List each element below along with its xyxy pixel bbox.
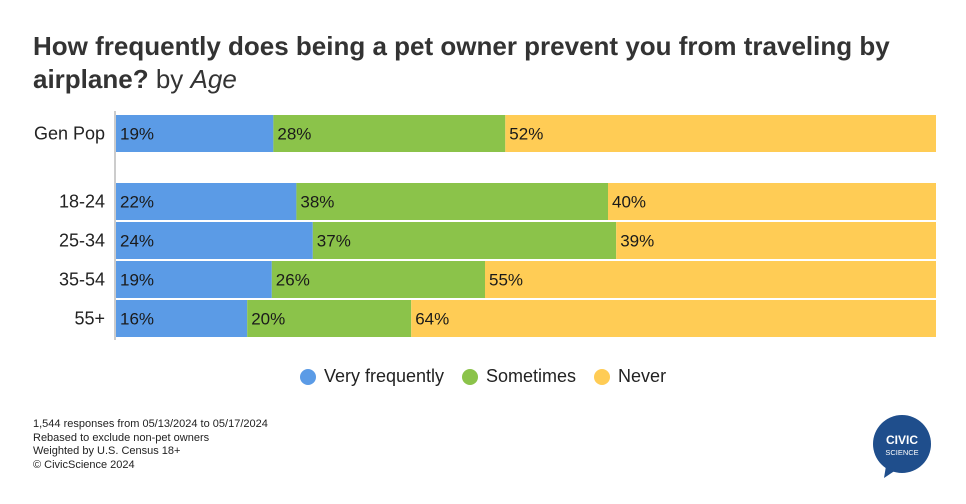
title-by: by — [155, 64, 184, 94]
data-label: 39% — [620, 232, 654, 251]
bar-gen-pop-never — [505, 115, 936, 152]
data-label: 55% — [489, 271, 523, 290]
data-label: 20% — [251, 310, 285, 329]
bar-55+-sometimes — [247, 300, 412, 337]
data-label: 19% — [120, 125, 154, 144]
legend-swatch — [299, 368, 316, 385]
footnotes: 1,544 responses from 05/13/2024 to 05/17… — [33, 418, 268, 472]
data-label: 28% — [277, 125, 311, 144]
footnote-responses: 1,544 responses from 05/13/2024 to 05/17… — [33, 418, 268, 430]
bar-18-24-sometimes — [296, 183, 608, 220]
footnote-copyright: © CivicScience 2024 — [33, 458, 135, 471]
bar-35-54-sometimes — [271, 261, 485, 298]
bar-18-24-very-frequently — [116, 183, 297, 220]
bar-gen-pop-sometimes — [273, 115, 506, 152]
data-label: 37% — [317, 232, 351, 251]
bar-25-34-never — [616, 222, 936, 259]
bar-55+-very-frequently — [116, 300, 248, 337]
data-label: 22% — [120, 193, 154, 212]
data-label: 24% — [120, 232, 154, 251]
stacked-bar-chart: 19% 28% 52% Gen Pop 22% 38% 40% 18-24 24% 37% 39% 2… — [34, 111, 936, 340]
legend-item-never: Never — [594, 366, 666, 387]
civicscience-logo: CIVIC SCIENCE — [873, 415, 931, 478]
bar-25-34-very-frequently — [116, 222, 313, 259]
legend-label: Never — [618, 366, 667, 386]
data-label: 52% — [509, 125, 543, 144]
bar-gen-pop-very-frequently — [116, 115, 274, 152]
category-label: 35-54 — [59, 270, 105, 290]
footnote-rebased: Rebased to exclude non-pet owners — [33, 431, 210, 444]
bar-35-54-never — [485, 261, 936, 298]
title-dimension: Age — [190, 64, 237, 94]
data-label: 38% — [300, 193, 334, 212]
data-label: 16% — [120, 310, 154, 329]
legend-swatch — [462, 368, 479, 385]
legend-label: Sometimes — [486, 366, 577, 386]
legend-item-very-frequently: Very frequently — [299, 366, 445, 387]
category-label: 55+ — [74, 309, 105, 329]
chart-title: How frequently does being a pet owner pr… — [33, 30, 933, 96]
bar-25-34-sometimes — [312, 222, 617, 259]
legend: Very frequently Sometimes Never — [0, 366, 966, 387]
bar-55+-never — [411, 300, 936, 337]
svg-text:CIVIC: CIVIC — [886, 433, 918, 447]
legend-item-sometimes: Sometimes — [462, 366, 576, 387]
data-label: 64% — [415, 310, 449, 329]
category-label: 18-24 — [59, 192, 105, 212]
legend-label: Very frequently — [323, 366, 445, 386]
data-label: 26% — [276, 271, 310, 290]
bar-18-24-never — [608, 183, 936, 220]
legend-swatch — [594, 368, 611, 385]
data-label: 40% — [612, 193, 646, 212]
svg-text:SCIENCE: SCIENCE — [885, 448, 918, 457]
footnote-weighted: Weighted by U.S. Census 18+ — [33, 445, 181, 457]
title-main: How frequently does being a pet owner pr… — [33, 31, 890, 94]
category-label: Gen Pop — [34, 124, 105, 144]
data-label: 19% — [120, 271, 154, 290]
bar-35-54-very-frequently — [116, 261, 272, 298]
category-label: 25-34 — [59, 231, 105, 251]
